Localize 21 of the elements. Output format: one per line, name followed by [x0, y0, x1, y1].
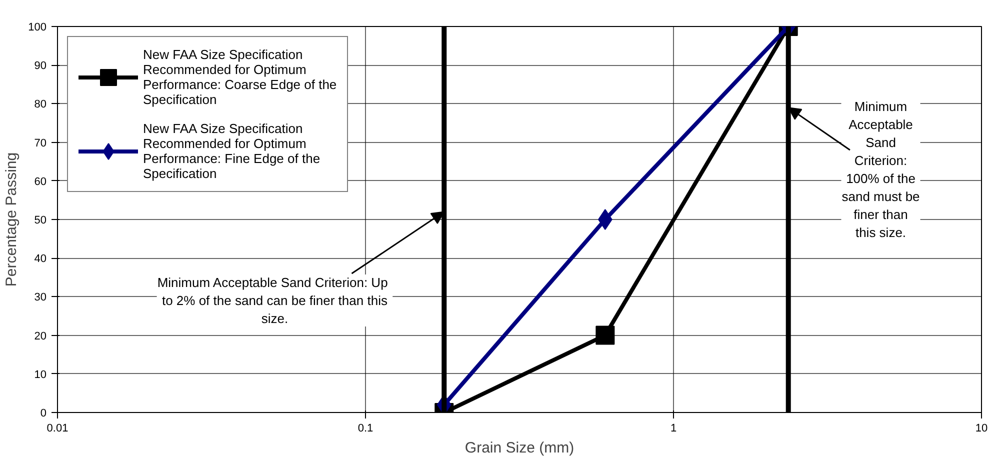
y-tick-label: 20	[34, 330, 47, 342]
legend-label: New FAA Size Specification Recommended for Optimum Performance: Fine Edge of the Specification	[143, 121, 320, 181]
x-axis-title: Grain Size (mm)	[464, 440, 574, 456]
y-axis-title: Percentage Passing	[3, 152, 20, 287]
y-tick-label: 90	[34, 60, 47, 72]
y-tick-label: 0	[40, 408, 47, 420]
y-tick-label: 30	[34, 292, 47, 304]
annotation: Minimum Acceptable Sand Criterion: 100% of the sand must be finer than this size.	[842, 98, 920, 240]
y-tick-label: 10	[34, 368, 47, 381]
x-tick-label: 10	[975, 422, 988, 434]
legend-label: New FAA Size Specification Recommended for Optimum Performance: Coarse Edge of the Specification	[143, 47, 337, 107]
annotation: Minimum Acceptable Sand Criterion: Up to 2% of the sand can be finer than this size.	[157, 275, 388, 326]
y-tick-label: 70	[34, 137, 47, 150]
y-tick-label: 50	[34, 214, 47, 226]
y-tick-label: 80	[34, 98, 47, 111]
x-tick-label: 0.1	[358, 422, 374, 434]
y-tick-label: 60	[34, 176, 47, 188]
x-tick-label: 0.01	[46, 422, 68, 434]
x-tick-label: 1	[670, 422, 677, 434]
y-tick-label: 100	[28, 22, 47, 34]
y-tick-label: 40	[34, 253, 47, 266]
